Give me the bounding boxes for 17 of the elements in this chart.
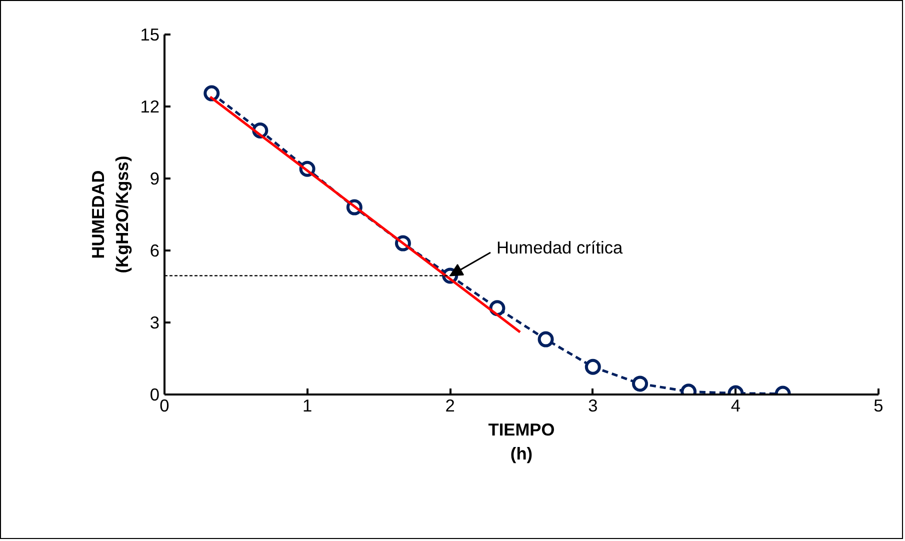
- y-tick-label: 9: [150, 168, 160, 188]
- y-tick-label: 6: [150, 240, 160, 260]
- y-tick-label: 12: [140, 96, 160, 116]
- x-axis-title: TIEMPO (h): [488, 420, 555, 464]
- point: [538, 331, 554, 348]
- annotation: Humedad crítica: [496, 238, 624, 258]
- point: [584, 358, 601, 375]
- point: [632, 376, 648, 392]
- x-tick-label: 2: [445, 396, 455, 416]
- y-tick-label: 3: [150, 312, 160, 332]
- x-tick-label: 1: [302, 396, 312, 416]
- point: [204, 85, 220, 102]
- y-axis-title: HUMEDAD (KgH2O/Kgss): [88, 156, 132, 274]
- x-tick-label: 5: [874, 396, 884, 416]
- x-tick-label: 3: [588, 396, 598, 416]
- y-tick-label: 15: [140, 24, 160, 44]
- x-tick-label: 4: [730, 396, 741, 416]
